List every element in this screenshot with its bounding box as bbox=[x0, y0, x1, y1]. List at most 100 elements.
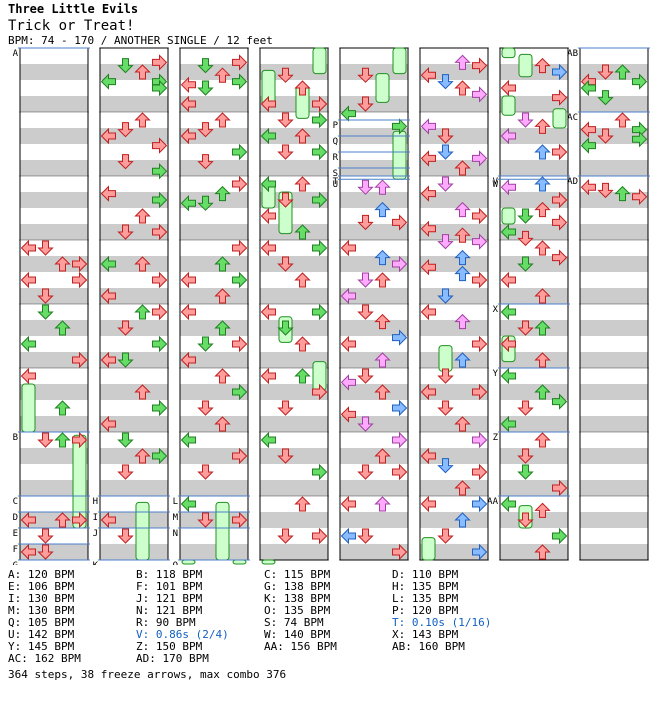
beat-stripe bbox=[420, 288, 488, 304]
beat-stripe bbox=[180, 384, 248, 400]
beat-stripe bbox=[420, 512, 488, 528]
beat-stripe bbox=[100, 224, 168, 240]
beat-stripe bbox=[100, 192, 168, 208]
bpm-marker-label: V bbox=[493, 177, 499, 187]
beat-stripe bbox=[20, 448, 88, 464]
step-arrow-up bbox=[54, 320, 71, 336]
step-arrow-left bbox=[500, 223, 516, 241]
step-arrow-right bbox=[472, 543, 488, 561]
step-arrow-left bbox=[180, 127, 196, 145]
step-arrow-right bbox=[472, 463, 488, 481]
beat-stripe bbox=[340, 64, 408, 80]
beat-stripe bbox=[340, 288, 408, 304]
beat-stripe bbox=[20, 320, 88, 336]
beat-stripe bbox=[500, 288, 568, 304]
bpm-marker-label: H bbox=[93, 497, 98, 507]
bpm-marker-label: Q bbox=[333, 137, 338, 147]
bpm-marker-label: N bbox=[173, 529, 178, 539]
step-arrow-left bbox=[100, 415, 116, 433]
step-arrow-down bbox=[357, 179, 374, 195]
bpm-entry: Y: 145 BPM bbox=[8, 640, 75, 653]
beat-stripe bbox=[580, 288, 648, 304]
beat-stripe bbox=[180, 288, 248, 304]
bpm-marker-label: I bbox=[93, 513, 98, 523]
beat-stripe bbox=[20, 128, 88, 144]
beat-stripe bbox=[500, 480, 568, 496]
bpm-marker-label: P bbox=[333, 121, 339, 131]
bpm-entry: V: 0.86s (2/4) bbox=[136, 628, 229, 641]
step-arrow-right bbox=[632, 130, 648, 148]
freeze-arrow bbox=[312, 47, 327, 75]
step-arrow-left bbox=[500, 79, 516, 97]
step-arrow-down bbox=[437, 528, 454, 544]
beat-stripe bbox=[500, 320, 568, 336]
step-arrow-down bbox=[437, 234, 454, 250]
bpm-entry: AB: 160 BPM bbox=[392, 640, 465, 653]
step-arrow-right bbox=[552, 527, 568, 545]
step-arrow-right bbox=[152, 271, 168, 289]
beat-stripe bbox=[180, 352, 248, 368]
step-arrow-right bbox=[232, 54, 248, 71]
beat-stripe bbox=[260, 288, 328, 304]
beat-stripe bbox=[100, 320, 168, 336]
freeze-arrow bbox=[215, 501, 230, 561]
step-arrow-up bbox=[134, 384, 151, 400]
beat-stripe bbox=[420, 352, 488, 368]
bpm-marker-label: L bbox=[173, 497, 178, 507]
beat-stripe bbox=[420, 416, 488, 432]
step-arrow-down bbox=[357, 96, 374, 112]
step-arrow-left bbox=[500, 127, 516, 145]
beat-stripe bbox=[260, 224, 328, 240]
step-arrow-down bbox=[357, 528, 374, 544]
beat-stripe bbox=[100, 416, 168, 432]
beat-stripe bbox=[580, 384, 648, 400]
step-arrow-up bbox=[54, 400, 71, 416]
step-arrow-right bbox=[392, 543, 408, 561]
beat-stripe bbox=[20, 160, 88, 176]
beat-stripe bbox=[340, 480, 408, 496]
step-arrow-left bbox=[20, 271, 36, 289]
beat-stripe bbox=[500, 192, 568, 208]
step-arrow-left bbox=[260, 207, 276, 225]
step-arrow-up bbox=[134, 208, 151, 224]
bpm-entry: H: 135 BPM bbox=[392, 580, 459, 593]
freeze-arrow bbox=[518, 53, 533, 78]
bpm-marker-label: R bbox=[333, 153, 339, 163]
step-arrow-down bbox=[517, 256, 534, 272]
beat-stripe bbox=[580, 544, 648, 560]
beat-stripe bbox=[180, 256, 248, 272]
step-arrow-up bbox=[54, 256, 71, 272]
step-arrow-right bbox=[72, 511, 88, 529]
bpm-entry: I: 130 BPM bbox=[8, 592, 75, 605]
step-arrow-right bbox=[472, 86, 488, 103]
chart-column-3 bbox=[179, 47, 249, 561]
step-arrow-down bbox=[197, 122, 214, 138]
freeze-arrow bbox=[232, 559, 247, 565]
step-arrow-right bbox=[472, 271, 488, 289]
beat-stripe bbox=[100, 128, 168, 144]
bpm-entry: AA: 156 BPM bbox=[264, 640, 337, 653]
step-arrow-up bbox=[374, 448, 391, 464]
beat-stripe bbox=[340, 96, 408, 112]
step-arrow-right bbox=[472, 495, 488, 513]
step-arrow-down bbox=[277, 400, 294, 416]
step-arrow-up bbox=[294, 272, 311, 288]
step-arrow-up bbox=[534, 432, 551, 448]
step-arrow-down bbox=[597, 90, 614, 106]
beat-stripe bbox=[500, 160, 568, 176]
bpm-entry: Z: 150 BPM bbox=[136, 640, 203, 653]
step-arrow-up bbox=[374, 249, 391, 266]
step-arrow-up bbox=[454, 249, 471, 266]
beat-stripe bbox=[100, 384, 168, 400]
step-arrow-up bbox=[454, 227, 471, 243]
step-arrow-up bbox=[134, 256, 151, 272]
bpm-entry: A: 120 BPM bbox=[8, 568, 75, 581]
step-arrow-right bbox=[72, 255, 88, 273]
step-arrow-up bbox=[134, 448, 151, 464]
step-arrow-left bbox=[500, 303, 516, 321]
step-arrow-right bbox=[72, 431, 88, 449]
step-arrow-down bbox=[437, 288, 454, 304]
step-arrow-left bbox=[340, 495, 356, 513]
step-arrow-right bbox=[232, 143, 248, 161]
step-arrow-up bbox=[454, 201, 471, 218]
